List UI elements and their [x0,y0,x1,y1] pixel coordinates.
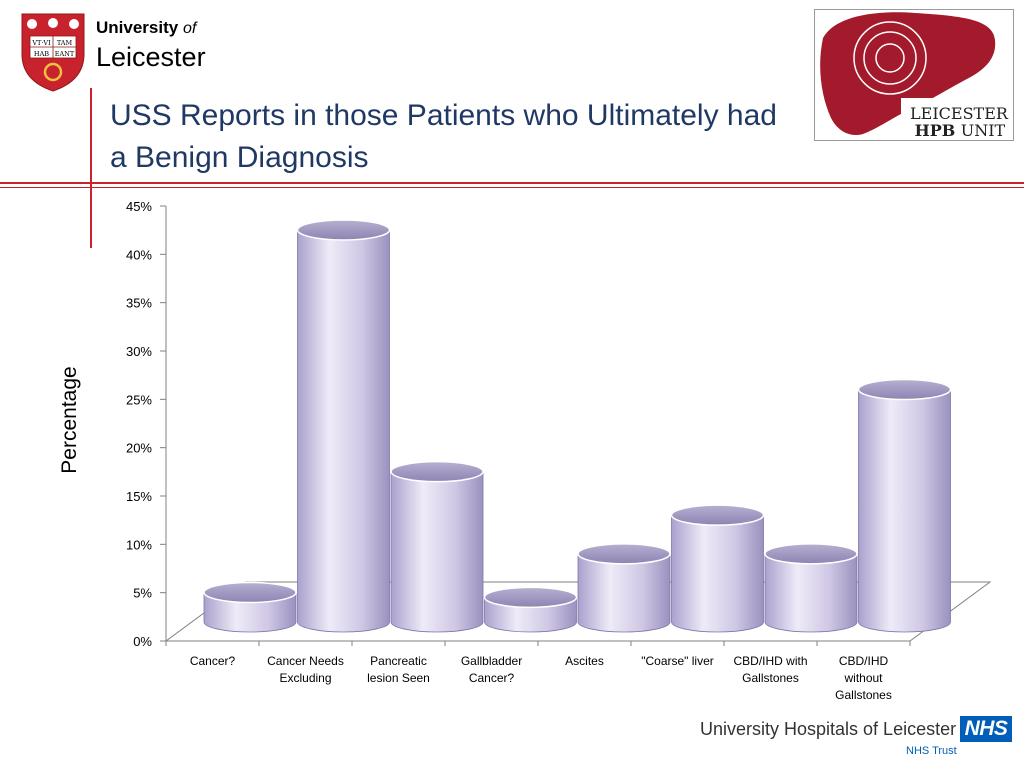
bar-body [858,389,951,633]
hpb-line1: LEICESTER [910,104,1009,123]
y-axis-label: Percentage [58,366,81,473]
y-tick-label: 10% [126,537,152,552]
bar-body [577,553,671,633]
university-bold: University [96,18,179,37]
y-tick-label: 0% [133,634,152,649]
bar-1 [203,581,297,633]
bar-top [483,586,578,609]
bar-body [203,592,297,633]
y-tick-label: 35% [126,296,152,311]
y-tick-label: 30% [126,344,152,359]
x-category-label: "Coarse" liver [641,654,714,668]
bar-body [297,229,390,633]
horizontal-divider-thin [0,187,1024,188]
university-crest: VT·VI TAM HAB EANT [20,12,86,97]
bar-body [390,471,484,633]
hospital-name: University Hospitals of Leicester [700,719,957,739]
bar-top [577,543,671,565]
horizontal-divider [0,182,1024,184]
bar-top [296,219,391,241]
bar-2 [296,219,391,633]
bar-body [764,553,858,633]
crest-motto-1: VT·VI [31,39,51,47]
bar-4 [483,586,578,633]
bar-top [203,581,297,604]
bar-3 [390,460,484,633]
bar-6 [670,504,765,633]
x-category-label: Ascites [565,654,604,668]
university-wordmark: University of Leicester [96,18,206,73]
y-tick-label: 25% [126,392,152,407]
y-tick-label: 20% [126,441,152,456]
slide-title: USS Reports in those Patients who Ultima… [110,99,777,174]
x-category-label: Cancer Needs Excluding [267,654,344,685]
x-category-label: Pancreatic lesion Seen [367,654,430,685]
hpb-line3: UNIT [961,121,1006,140]
bar-5 [577,543,671,633]
x-category-label: Gallbladder Cancer? [461,654,522,685]
hpb-unit-logo: LEICESTER HPB UNIT [814,9,1014,141]
crest-motto-2: TAM [57,39,73,47]
y-tick-label: 5% [133,586,152,601]
x-category-label: Cancer? [190,654,236,668]
university-name: Leicester [96,42,206,72]
crest-motto-4: EANT [55,50,75,58]
x-category-label: CBD/IHD with Gallstones [733,654,807,685]
bar-body [671,514,764,633]
nhs-logo: NHS [960,716,1012,742]
bar-8 [857,378,952,633]
nhs-trust-label: NHS Trust [906,745,957,757]
y-tick-label: 40% [126,247,152,262]
bar-top [390,460,484,483]
bar-top [857,378,952,401]
liver-shape [820,12,996,136]
hpb-line2: HPB [915,121,956,140]
university-of: of [182,20,197,37]
x-category-label: CBD/IHD without Gallstones [835,654,892,702]
bar-top [764,543,858,565]
vertical-divider [90,88,92,248]
bar-top [670,504,765,526]
y-tick-label: 45% [126,199,152,214]
bar-7 [764,543,858,633]
y-tick-label: 15% [126,489,152,504]
crest-motto-3: HAB [34,50,49,58]
